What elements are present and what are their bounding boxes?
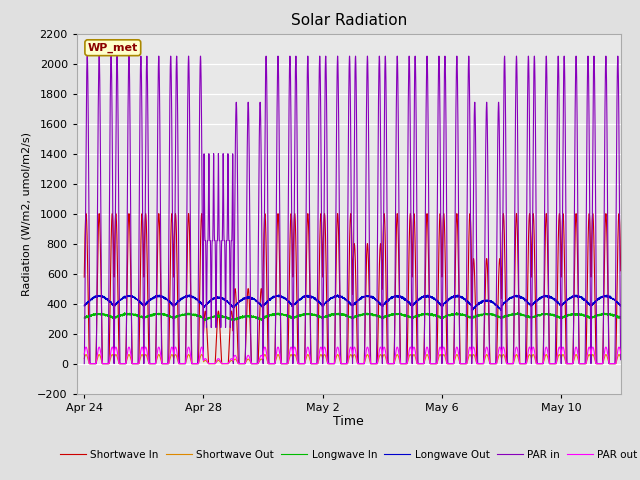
Shortwave In — [617, 268, 625, 274]
PAR out — [611, 361, 619, 367]
Shortwave Out — [81, 356, 88, 361]
Shortwave Out — [611, 361, 619, 367]
Shortwave In — [260, 217, 268, 223]
Shortwave In — [400, 361, 408, 367]
PAR out — [102, 361, 110, 367]
Shortwave Out — [617, 355, 625, 361]
PAR out — [260, 345, 268, 351]
PAR in — [177, 361, 184, 367]
PAR out — [95, 344, 103, 350]
Line: Longwave Out: Longwave Out — [84, 295, 621, 311]
Shortwave Out — [260, 352, 268, 358]
Longwave In — [259, 318, 267, 324]
Shortwave Out — [102, 361, 110, 367]
PAR in — [260, 215, 268, 220]
Shortwave Out — [180, 361, 188, 367]
PAR in — [617, 357, 625, 362]
Shortwave Out — [95, 352, 103, 358]
Legend: Shortwave In, Shortwave Out, Longwave In, Longwave Out, PAR in, PAR out: Shortwave In, Shortwave Out, Longwave In… — [56, 445, 640, 464]
Shortwave In — [177, 361, 184, 367]
Longwave Out — [617, 303, 625, 309]
Longwave Out — [497, 308, 505, 313]
PAR in — [180, 361, 188, 367]
Longwave In — [399, 313, 407, 319]
Shortwave Out — [86, 361, 93, 367]
Longwave In — [611, 312, 619, 318]
Line: PAR out: PAR out — [84, 347, 621, 364]
Y-axis label: Radiation (W/m2, umol/m2/s): Radiation (W/m2, umol/m2/s) — [22, 132, 32, 296]
Longwave Out — [177, 298, 184, 303]
Shortwave In — [180, 361, 188, 367]
Longwave In — [177, 312, 184, 318]
Shortwave In — [611, 361, 619, 367]
Line: Longwave In: Longwave In — [84, 312, 621, 321]
Line: PAR in: PAR in — [84, 56, 621, 364]
Shortwave Out — [177, 361, 184, 367]
Shortwave In — [81, 274, 88, 280]
Longwave Out — [611, 297, 619, 303]
PAR in — [95, 53, 103, 59]
Longwave In — [81, 315, 88, 321]
Longwave In — [617, 314, 625, 320]
PAR in — [102, 361, 110, 367]
Shortwave In — [102, 361, 110, 367]
Longwave Out — [81, 303, 88, 309]
Longwave Out — [180, 295, 188, 300]
Line: Shortwave In: Shortwave In — [84, 214, 621, 364]
PAR out — [86, 361, 93, 367]
PAR out — [400, 361, 408, 367]
Shortwave In — [86, 361, 93, 367]
Longwave In — [102, 312, 110, 317]
X-axis label: Time: Time — [333, 415, 364, 429]
Longwave In — [260, 315, 268, 321]
PAR out — [81, 351, 88, 357]
Longwave Out — [186, 292, 193, 298]
Shortwave In — [95, 211, 103, 216]
Text: WP_met: WP_met — [88, 43, 138, 53]
Longwave In — [514, 310, 522, 315]
PAR in — [86, 361, 94, 367]
Longwave In — [180, 312, 188, 318]
Longwave Out — [260, 301, 268, 307]
PAR out — [617, 350, 625, 356]
PAR out — [177, 361, 184, 367]
PAR in — [400, 361, 408, 367]
Line: Shortwave Out: Shortwave Out — [84, 355, 621, 364]
PAR in — [611, 361, 619, 367]
Longwave Out — [102, 296, 110, 302]
Title: Solar Radiation: Solar Radiation — [291, 13, 407, 28]
Shortwave Out — [400, 361, 408, 367]
PAR out — [180, 361, 188, 367]
Longwave Out — [399, 294, 407, 300]
PAR in — [81, 361, 88, 367]
